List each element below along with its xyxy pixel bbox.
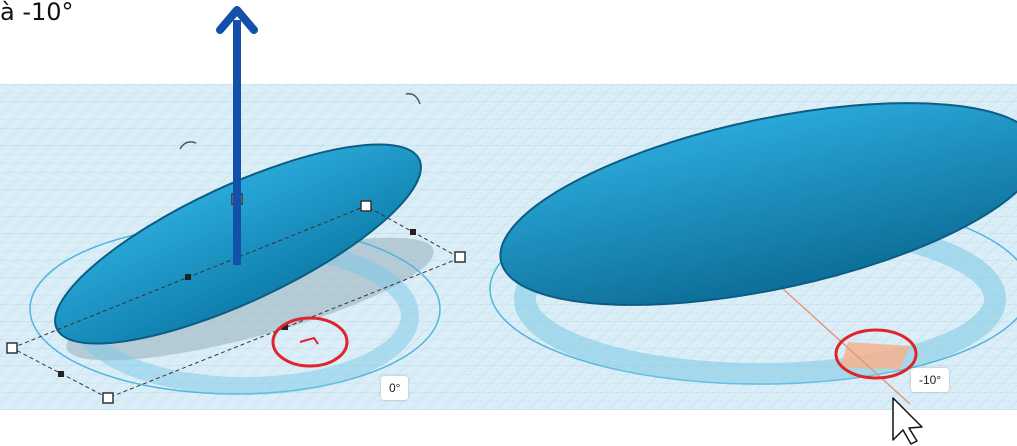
rotate-arrow-icon[interactable] — [179, 92, 421, 150]
workplane-viewport-right[interactable] — [470, 84, 1017, 410]
rotation-angle-readout-left: 0° — [381, 376, 409, 400]
workplane-grid-left — [0, 84, 470, 410]
workplane-grid-right — [470, 84, 1017, 410]
step-caption: à -10° — [0, 0, 74, 26]
rotation-angle-readout-right: -10° — [911, 368, 950, 392]
workplane-viewport-left[interactable] — [0, 84, 470, 410]
